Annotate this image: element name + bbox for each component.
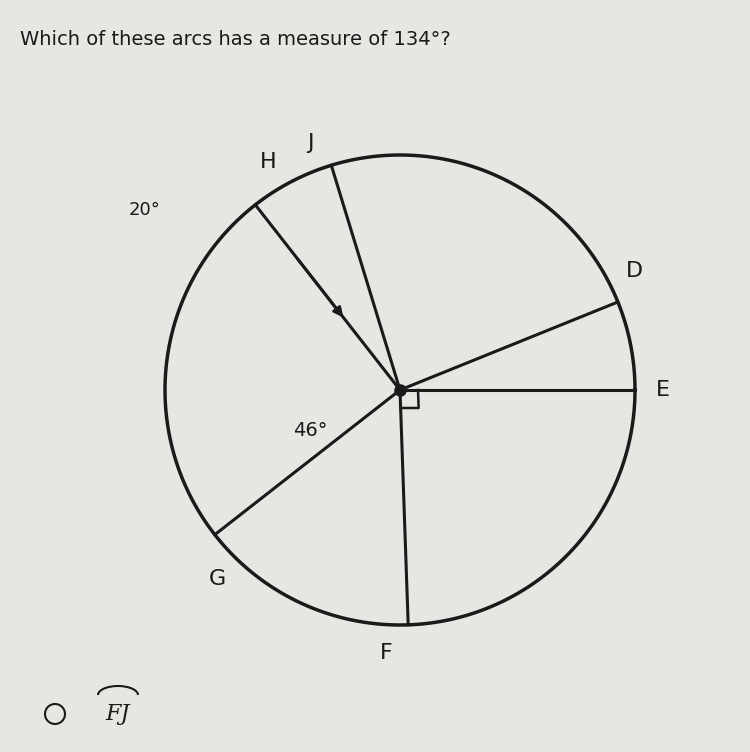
Text: G: G <box>209 569 226 589</box>
Text: F: F <box>380 643 392 663</box>
Text: D: D <box>626 261 643 280</box>
Text: H: H <box>260 152 277 172</box>
Text: 20°: 20° <box>129 201 161 219</box>
Text: FJ: FJ <box>105 703 129 725</box>
Text: Which of these arcs has a measure of 134°?: Which of these arcs has a measure of 134… <box>20 30 451 49</box>
Text: J: J <box>307 133 314 153</box>
Text: E: E <box>656 380 670 400</box>
Text: 46°: 46° <box>292 420 327 439</box>
